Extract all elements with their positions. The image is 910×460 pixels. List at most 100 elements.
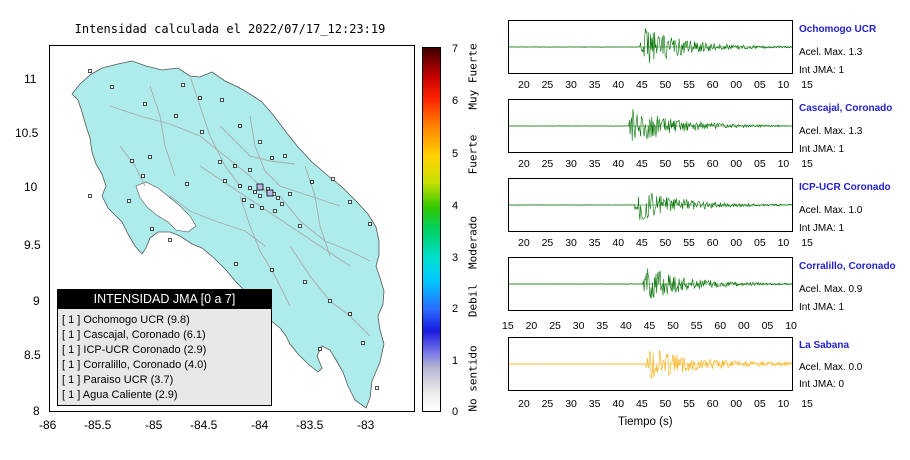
time-tick: 50 [659, 237, 672, 249]
time-tick: 45 [636, 237, 648, 249]
time-tick: 40 [612, 237, 625, 249]
lon-tick-84: -84 [251, 418, 269, 432]
station-marker [288, 192, 292, 196]
time-tick: 45 [636, 79, 648, 91]
station-marker [258, 140, 262, 144]
time-tick: 25 [541, 237, 554, 249]
time-tick: 40 [612, 79, 625, 91]
time-tick: 35 [588, 398, 601, 410]
station-name: ICP-UCR Coronado [799, 182, 891, 193]
legend-item: [ 1 ] Cascajal, Coronado (6.1) [62, 329, 206, 341]
legend-item: [ 1 ] ICP-UCR Coronado (2.9) [62, 344, 207, 356]
boundary-line [169, 195, 266, 247]
time-tick: 40 [612, 158, 625, 170]
station-marker [276, 196, 280, 200]
station-marker [258, 194, 262, 198]
gulf-of-nicoya [135, 181, 197, 233]
station-marker [198, 96, 202, 100]
seismogram-cascajal [508, 99, 793, 153]
time-tick: 15 [502, 320, 514, 332]
station-markers [88, 69, 379, 390]
time-tick: 25 [549, 320, 561, 332]
boundary-line [149, 85, 176, 177]
time-tick: 05 [754, 398, 766, 410]
costa-rica-land [71, 60, 385, 409]
time-axis-title: Tiempo (s) [618, 416, 673, 428]
lon-tick-85.5: -85.5 [84, 418, 112, 432]
cb-tick-0: 0 [452, 406, 459, 418]
time-tick: 25 [541, 398, 554, 410]
waveform-icp-ucr [509, 192, 792, 221]
level-no-sentido: No sentido [466, 345, 480, 412]
station-marker [248, 168, 252, 172]
boundary-line [219, 125, 296, 165]
time-tick: 30 [565, 237, 577, 249]
station-marker [310, 180, 314, 184]
cb-tick-4: 4 [452, 200, 459, 212]
intensity-legend: INTENSIDAD JMA [0 a 7] [ 1 ] Ochomogo UC… [57, 289, 272, 406]
time-tick: 60 [706, 398, 719, 410]
station-marker [375, 386, 379, 390]
intensity-station-marker [256, 183, 264, 191]
time-tick: 10 [777, 398, 790, 410]
time-tick: 60 [714, 320, 727, 332]
time-tick: 05 [754, 79, 766, 91]
lon-tick-83: -83 [357, 418, 375, 432]
lon-tick-83.5: -83.5 [296, 418, 324, 432]
lat-tick-10: 10 [24, 180, 38, 194]
legend-item: [ 1 ] Paraiso UCR (3.7) [62, 374, 174, 386]
station-jma: Int JMA: 1 [799, 302, 845, 313]
time-tick: 10 [777, 79, 790, 91]
time-tick: 05 [761, 320, 774, 332]
time-tick: 55 [683, 158, 695, 170]
station-marker [368, 222, 372, 226]
lat-tick-10.5: 10.5 [15, 126, 39, 140]
time-tick: 15 [801, 237, 813, 249]
waveform-la-sabana [509, 350, 792, 379]
station-marker [270, 268, 274, 272]
station-marker [298, 224, 302, 228]
time-tick: 15 [801, 398, 813, 410]
station-marker [348, 200, 352, 204]
station-accel: Acel. Max. 0.9 [799, 284, 863, 295]
time-tick: 50 [659, 398, 672, 410]
intensity-station-marker [266, 189, 274, 197]
station-marker [220, 98, 224, 102]
time-tick: 05 [754, 158, 766, 170]
station-jma: Int JMA: 1 [799, 223, 845, 234]
station-marker [234, 262, 238, 266]
station-marker [248, 186, 252, 190]
station-marker [348, 312, 352, 316]
time-tick: 60 [706, 158, 719, 170]
station-accel: Acel. Max. 0.0 [799, 362, 863, 373]
time-tick: 10 [785, 320, 797, 332]
time-tick: 35 [588, 158, 601, 170]
station-marker [88, 69, 92, 73]
map-title: Intensidad calculada el 2022/07/17_12:23… [74, 22, 386, 36]
time-tick: 35 [596, 320, 609, 332]
station-marker [260, 206, 264, 210]
cb-tick-2: 2 [452, 303, 459, 315]
time-tick: 20 [518, 398, 530, 410]
station-name: La Sabana [799, 340, 850, 351]
time-tick: 00 [738, 320, 750, 332]
cb-tick-1: 1 [452, 355, 459, 367]
time-tick: 40 [620, 320, 632, 332]
time-tick: 20 [525, 320, 538, 332]
time-tick: 00 [730, 237, 743, 249]
intensity-colorbar [422, 47, 441, 412]
time-tick: 55 [683, 398, 695, 410]
station-marker [185, 182, 189, 186]
station-marker [303, 280, 307, 284]
station-marker [361, 341, 365, 345]
time-tick: 00 [730, 79, 743, 91]
station-marker [148, 155, 152, 159]
station-jma: Int JMA: 1 [799, 144, 845, 155]
time-tick: 30 [565, 158, 577, 170]
costa-rica-map [71, 60, 385, 409]
station-accel: Acel. Max. 1.3 [799, 126, 863, 137]
time-tick: 25 [541, 158, 554, 170]
time-tick: 30 [565, 398, 577, 410]
time-tick: 35 [588, 237, 601, 249]
lon-tick-84.5: -84.5 [190, 418, 218, 432]
